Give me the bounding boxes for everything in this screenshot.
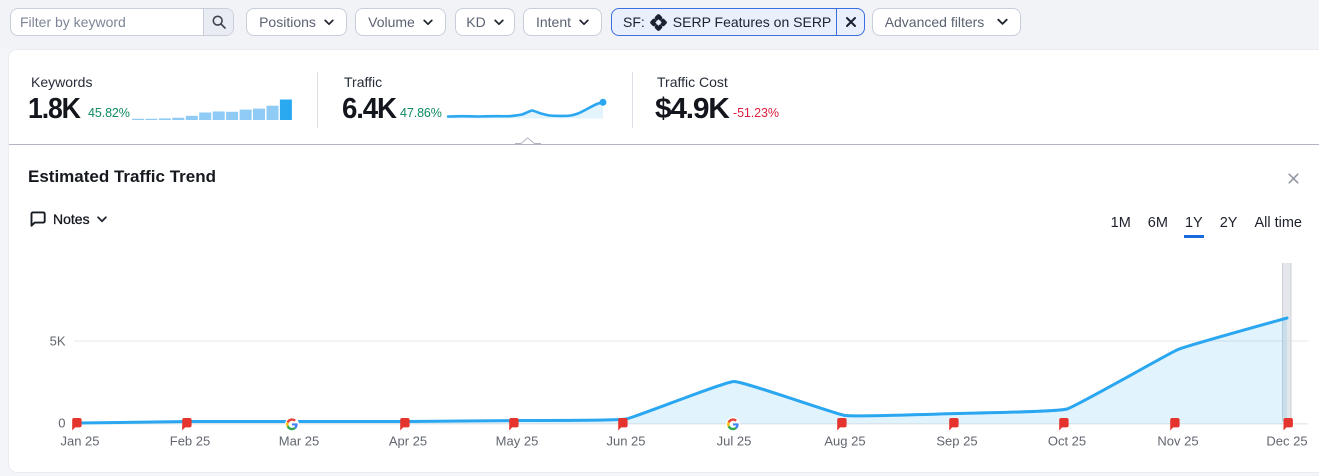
svg-text:Aug 25: Aug 25: [824, 434, 865, 449]
svg-text:Feb 25: Feb 25: [170, 434, 210, 449]
svg-text:5K: 5K: [50, 334, 66, 349]
svg-text:Jan 25: Jan 25: [60, 434, 99, 449]
svg-text:Nov 25: Nov 25: [1157, 434, 1198, 449]
svg-text:Jun 25: Jun 25: [606, 434, 645, 449]
svg-text:May 25: May 25: [496, 434, 539, 449]
svg-text:Jul 25: Jul 25: [717, 434, 752, 449]
svg-text:Oct 25: Oct 25: [1048, 434, 1086, 449]
svg-text:0: 0: [58, 416, 65, 431]
svg-text:Apr 25: Apr 25: [389, 434, 427, 449]
svg-text:Sep 25: Sep 25: [936, 434, 977, 449]
svg-text:Mar 25: Mar 25: [279, 434, 319, 449]
svg-text:Dec 25: Dec 25: [1266, 434, 1307, 449]
